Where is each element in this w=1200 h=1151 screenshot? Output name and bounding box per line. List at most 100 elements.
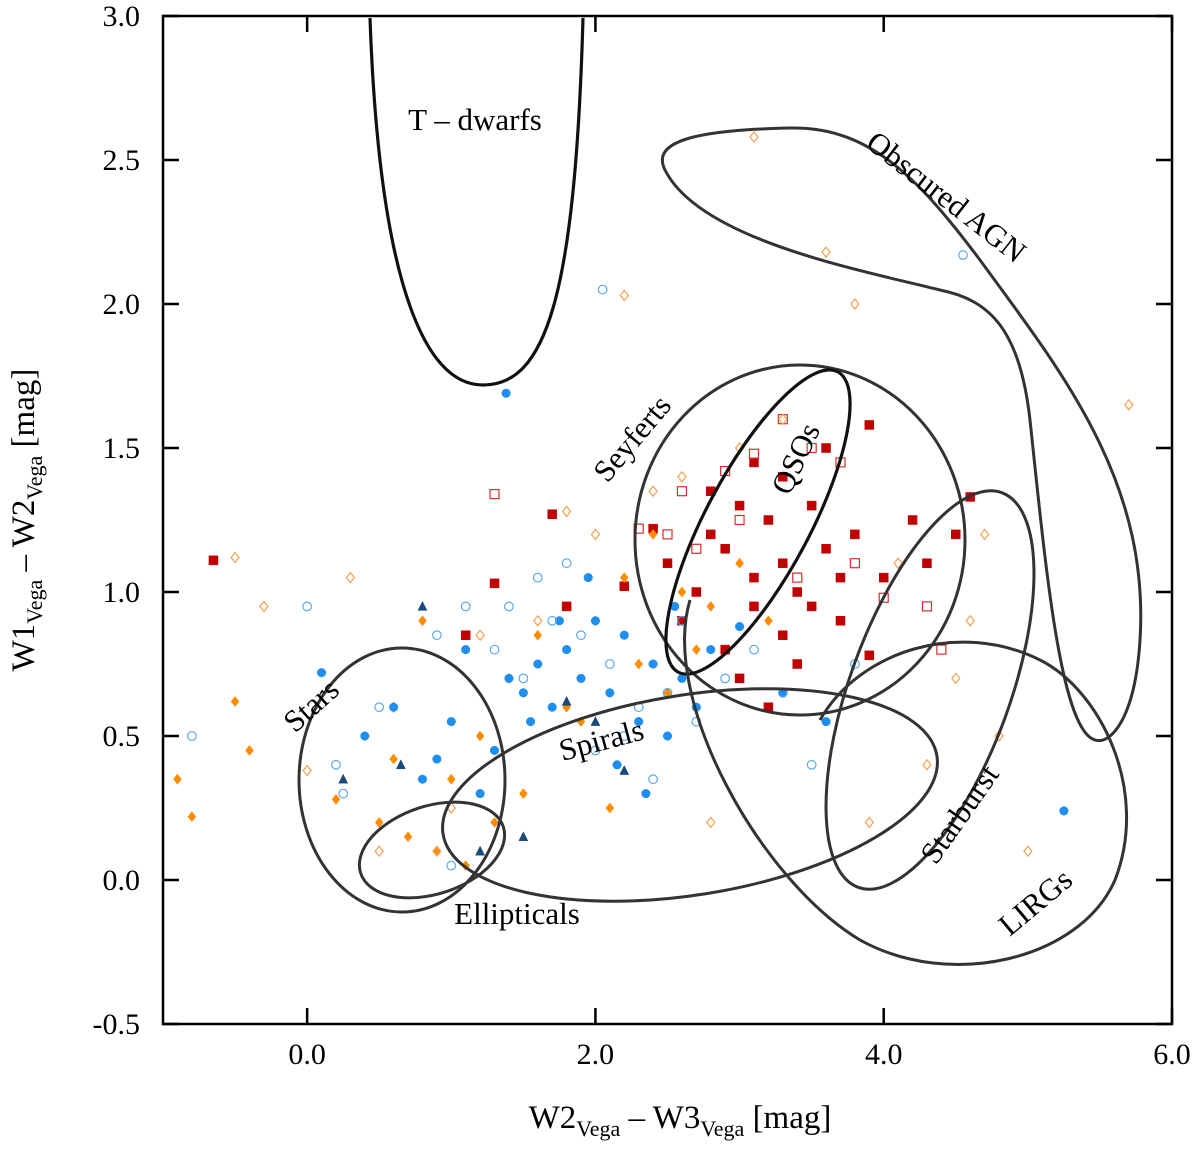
- point: [518, 688, 528, 698]
- point: [648, 659, 658, 669]
- point: [662, 731, 673, 741]
- point: [446, 717, 456, 727]
- point: [389, 702, 399, 712]
- point: [748, 448, 760, 459]
- point: [936, 644, 947, 655]
- point: [547, 615, 558, 626]
- point: [187, 811, 197, 823]
- point: [821, 443, 831, 453]
- point: [749, 601, 759, 612]
- point: [1123, 398, 1134, 411]
- point: [777, 414, 788, 425]
- y-tick-label: 1.0: [103, 576, 141, 609]
- point: [734, 514, 745, 526]
- point: [994, 730, 1004, 742]
- point: [590, 616, 600, 626]
- point: [922, 758, 932, 771]
- point: [533, 629, 543, 641]
- point: [389, 753, 398, 765]
- point: [590, 745, 601, 756]
- point: [735, 622, 745, 632]
- point: [806, 442, 817, 454]
- point: [461, 645, 471, 655]
- point: [245, 744, 254, 756]
- point: [806, 500, 817, 511]
- axes: 0.0 2.0 4.0 6.0 -0.5 0.0 0.5 1.0 1.5 2.0 2.5 3.0: [93, 0, 1191, 1071]
- point: [360, 731, 370, 741]
- point: [432, 754, 442, 764]
- point: [749, 572, 759, 583]
- point: [692, 644, 701, 656]
- seyfert-region: [633, 363, 967, 717]
- point: [302, 764, 312, 777]
- point: [979, 528, 990, 541]
- point: [806, 759, 817, 770]
- point: [460, 601, 471, 612]
- point: [604, 659, 615, 669]
- x-tick-label: 4.0: [865, 1038, 903, 1071]
- point: [735, 557, 744, 569]
- point: [677, 586, 687, 598]
- spiral-region: [441, 687, 939, 903]
- point: [230, 551, 240, 564]
- point: [331, 793, 341, 805]
- point: [691, 587, 702, 597]
- point: [533, 659, 543, 669]
- point: [691, 543, 702, 554]
- point: [561, 695, 572, 706]
- point: [619, 289, 630, 302]
- point: [764, 615, 773, 627]
- point: [518, 831, 529, 842]
- point: [547, 509, 557, 519]
- x-axis-label: W2Vega – W3Vega [mag]: [529, 1100, 832, 1141]
- point: [619, 765, 630, 775]
- point: [821, 544, 831, 554]
- point: [605, 688, 615, 698]
- point: [778, 630, 788, 640]
- point: [519, 788, 528, 800]
- point: [230, 696, 240, 707]
- region-label: Ellipticals: [454, 896, 580, 931]
- point: [864, 816, 875, 829]
- point: [648, 774, 658, 785]
- point: [849, 558, 860, 569]
- point: [374, 702, 385, 713]
- point: [922, 558, 932, 568]
- point: [432, 845, 442, 857]
- point: [792, 572, 803, 583]
- point: [778, 558, 788, 568]
- point: [432, 845, 442, 858]
- point: [951, 529, 961, 540]
- point: [431, 630, 442, 641]
- point: [850, 529, 860, 540]
- region-label: Obscured AGN: [860, 124, 1033, 270]
- point: [619, 630, 629, 640]
- y-tick-label: 1.5: [103, 432, 141, 465]
- point: [576, 673, 586, 683]
- elliptical-region: [357, 800, 507, 900]
- point: [417, 600, 428, 611]
- label-part: [mag]: [6, 369, 42, 456]
- point: [951, 672, 961, 685]
- point: [749, 644, 759, 655]
- point: [677, 470, 687, 483]
- x-tick-label: 0.0: [288, 1038, 326, 1071]
- point: [338, 788, 349, 799]
- point: [921, 601, 933, 612]
- point: [676, 486, 688, 497]
- y-tick-label: 2.5: [103, 144, 141, 177]
- point: [590, 716, 601, 726]
- point: [374, 845, 384, 858]
- point: [763, 515, 774, 525]
- label-subscript: Vega: [700, 1116, 744, 1141]
- point: [345, 571, 356, 584]
- star-region: [297, 646, 507, 914]
- point: [878, 592, 889, 603]
- point: [720, 673, 731, 684]
- y-tick-label: 0.5: [103, 720, 141, 753]
- label-part: – W3: [620, 1100, 700, 1136]
- region-label: Starburst: [913, 758, 1006, 870]
- point: [561, 601, 572, 612]
- x-tick-label: 6.0: [1153, 1038, 1191, 1071]
- point: [208, 555, 219, 566]
